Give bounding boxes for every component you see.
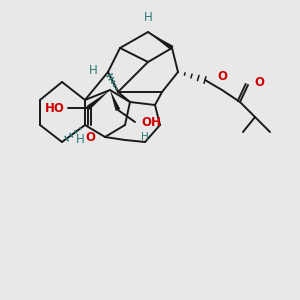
Text: H: H [76,133,84,146]
Text: O: O [217,70,227,83]
Text: H: H [141,132,149,142]
Text: O: O [254,76,264,89]
Text: H: H [89,64,98,76]
Text: OH: OH [141,116,161,128]
Polygon shape [86,90,110,110]
Polygon shape [148,32,173,50]
Text: H: H [144,11,152,24]
Polygon shape [110,90,120,111]
Text: O: O [85,131,95,144]
Text: HO: HO [45,101,65,115]
